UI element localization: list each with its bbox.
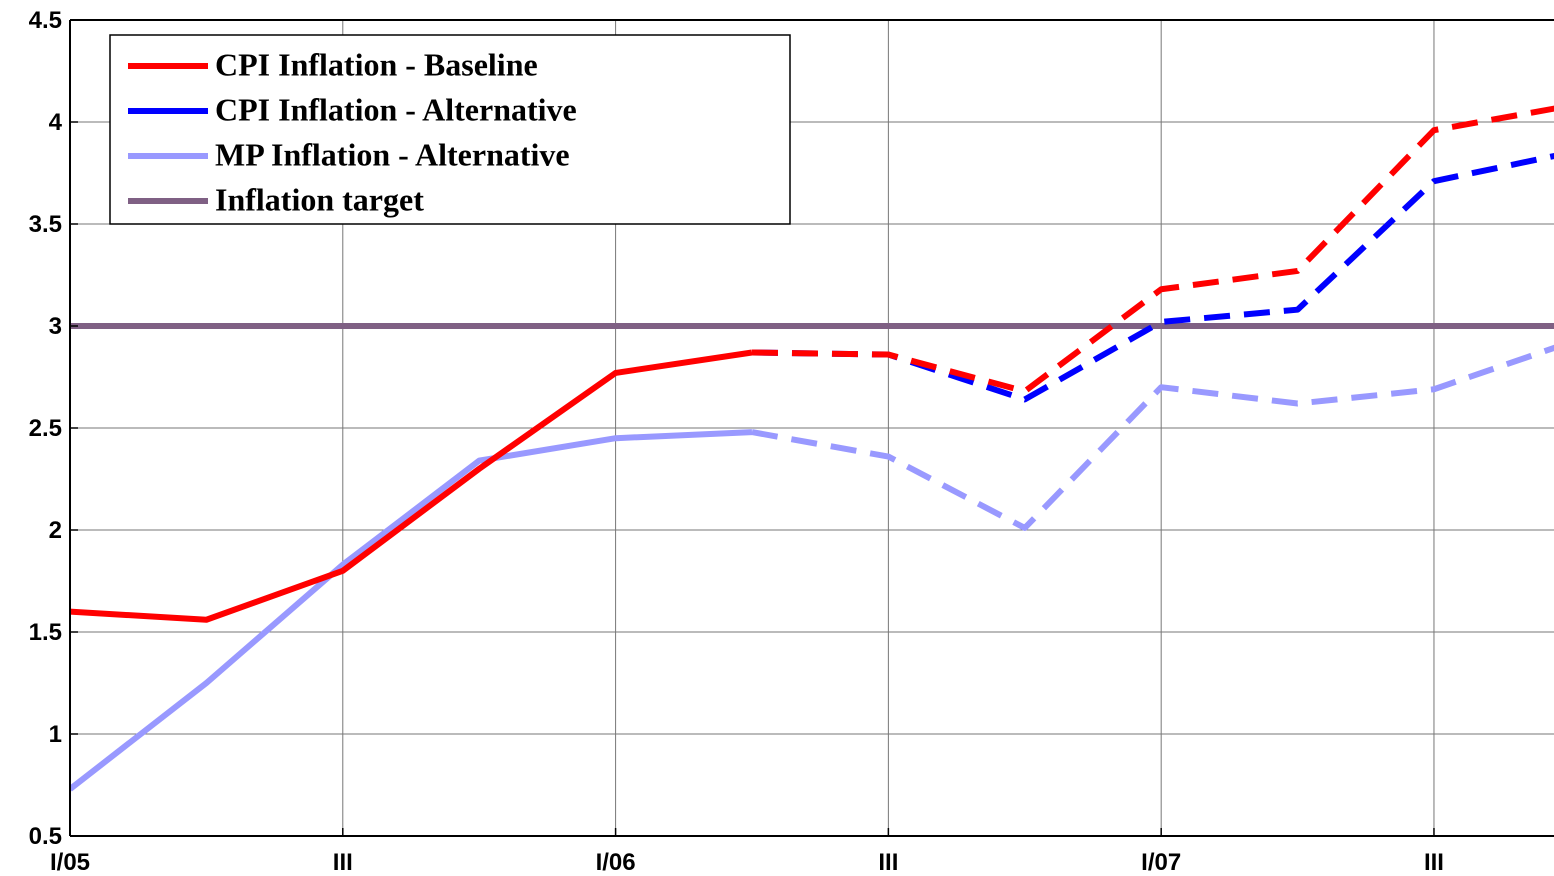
y-tick-label: 3.5 — [29, 211, 62, 238]
x-tick-label: III — [333, 849, 353, 876]
y-tick-label: 2 — [49, 517, 62, 544]
y-tick-label: 3 — [49, 313, 62, 340]
series-line — [751, 105, 1554, 395]
legend-box — [109, 34, 791, 225]
y-tick-label: 1 — [49, 721, 62, 748]
y-tick-label: 1.5 — [29, 619, 62, 646]
series-line — [70, 429, 753, 792]
y-tick-label: 4.5 — [29, 7, 62, 34]
x-tick-label: I/07 — [1141, 849, 1181, 876]
legend-label: Inflation target — [215, 181, 424, 217]
x-tick-label: I/06 — [596, 849, 636, 876]
x-tick-label: III — [878, 849, 898, 876]
series-line — [751, 344, 1554, 531]
x-tick-label: III — [1424, 849, 1444, 876]
legend-label: MP Inflation - Alternative — [215, 136, 570, 172]
y-tick-label: 2.5 — [29, 415, 62, 442]
x-tick-label: I/05 — [50, 849, 90, 876]
y-tick-label: 4 — [49, 109, 63, 136]
legend-label: CPI Inflation - Baseline — [215, 46, 538, 82]
legend-label: CPI Inflation - Alternative — [215, 91, 577, 127]
y-tick-label: 0.5 — [29, 823, 62, 850]
series-line — [70, 349, 753, 623]
